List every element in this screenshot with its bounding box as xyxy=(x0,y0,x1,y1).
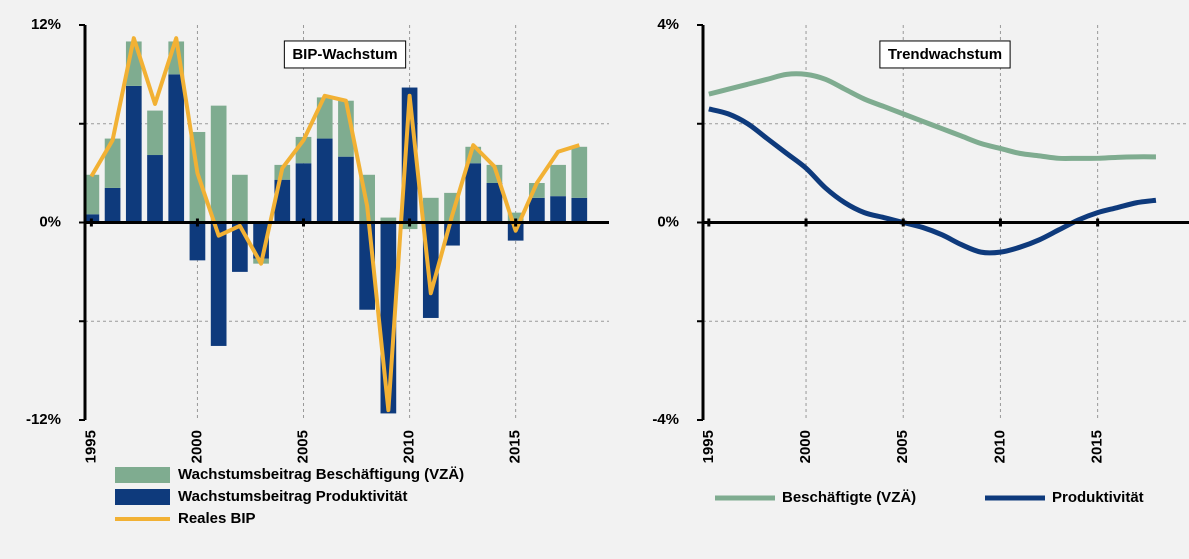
x-tick-label: 2005 xyxy=(294,430,311,463)
bar xyxy=(316,138,333,223)
bar xyxy=(125,85,142,223)
legend-label: Beschäftigte (VZÄ) xyxy=(782,489,916,506)
y-tick-label: 0% xyxy=(39,213,61,230)
bar xyxy=(210,105,227,223)
bar xyxy=(147,155,163,223)
bar xyxy=(571,146,588,198)
bar xyxy=(486,183,503,223)
legend-label: Wachstumsbeitrag Produktivität xyxy=(178,488,407,505)
bar xyxy=(550,196,566,223)
legend-swatch xyxy=(115,489,170,505)
legend-label: Reales BIP xyxy=(178,510,256,527)
bar xyxy=(83,214,100,223)
x-tick-label: 1995 xyxy=(82,430,99,463)
bar xyxy=(83,174,100,215)
legend-label: Produktivität xyxy=(1052,489,1144,506)
bar xyxy=(465,163,482,223)
chart-title: Trendwachstum xyxy=(888,46,1002,63)
bar xyxy=(168,74,185,223)
legend-swatch xyxy=(115,467,170,483)
chart-title: BIP-Wachstum xyxy=(292,46,397,63)
x-tick-label: 2005 xyxy=(894,430,911,463)
title-box xyxy=(283,40,407,69)
bar xyxy=(104,138,121,188)
x-tick-label: 2000 xyxy=(797,430,814,463)
x-tick-label: 2015 xyxy=(507,430,524,463)
bar xyxy=(529,197,545,223)
bar xyxy=(507,212,524,223)
title-box xyxy=(879,40,1011,69)
bar xyxy=(147,110,163,156)
y-tick-label: 4% xyxy=(657,16,679,33)
series-line xyxy=(89,36,580,413)
bar xyxy=(338,156,354,223)
x-tick-label: 2000 xyxy=(188,430,205,463)
series-line xyxy=(708,106,1157,256)
y-tick-label: -12% xyxy=(26,411,61,428)
x-tick-label: 2010 xyxy=(991,430,1008,463)
bar xyxy=(104,187,121,223)
bar xyxy=(232,174,248,223)
x-tick-label: 2015 xyxy=(1089,430,1106,463)
bar xyxy=(571,197,588,223)
legend-label: Wachstumsbeitrag Beschäftigung (VZÄ) xyxy=(178,466,464,483)
y-tick-label: 0% xyxy=(657,213,679,230)
bar xyxy=(210,222,227,346)
bar xyxy=(189,222,206,261)
y-tick-label: -4% xyxy=(652,411,679,428)
bar xyxy=(295,163,312,223)
x-tick-label: 1995 xyxy=(700,430,717,463)
x-tick-label: 2010 xyxy=(401,430,418,463)
y-tick-label: 12% xyxy=(31,16,61,33)
series-line xyxy=(708,71,1156,161)
bar xyxy=(550,164,566,197)
bar xyxy=(380,217,397,223)
bar xyxy=(422,197,439,223)
